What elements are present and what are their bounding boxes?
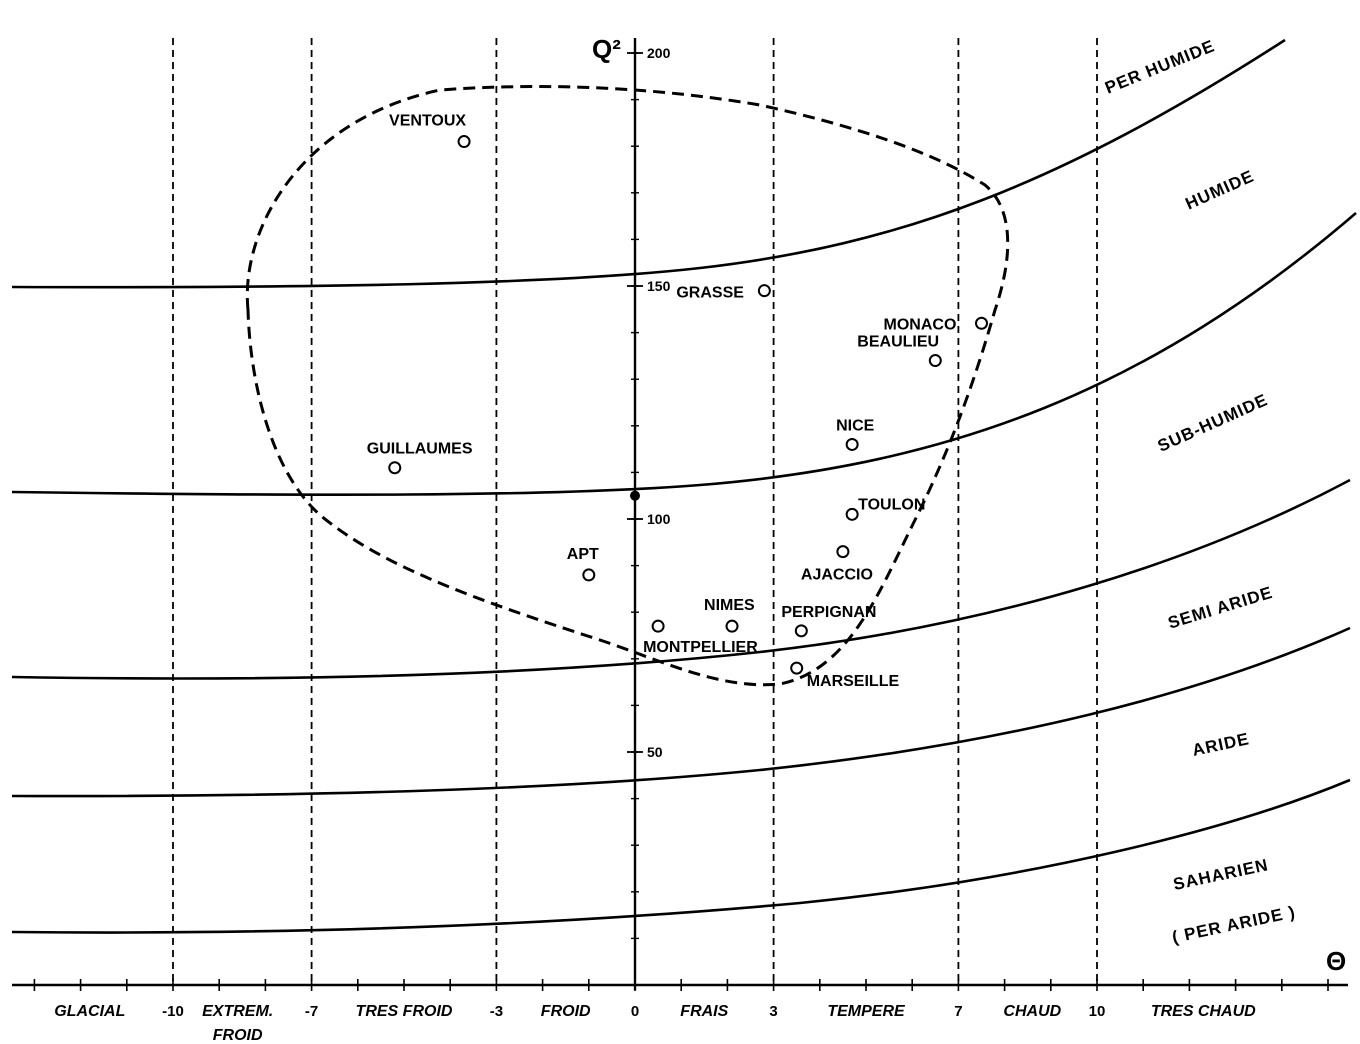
boundary-curve: [11, 478, 1351, 680]
station-point-guillaumes: [388, 461, 402, 475]
x-tick-label: 3: [769, 1003, 777, 1020]
axis-ticks: -10 -7 -3 0 3 7 10 50 100 150 200: [33, 45, 1329, 1020]
station-point-beaulieu: [928, 354, 942, 368]
station-label-nimes: NIMES: [704, 597, 755, 614]
station-label-nice: NICE: [836, 417, 875, 434]
thermal-zone-label: TEMPERE: [827, 1003, 906, 1020]
boundary-curve: [11, 38, 1286, 289]
station-point-nice: [845, 437, 859, 451]
zone-label: PER HUMIDE: [1102, 36, 1217, 97]
thermal-zone-label: FRAIS: [680, 1003, 728, 1020]
boundary-curve: [11, 212, 1357, 497]
y-tick-label: 50: [647, 744, 663, 760]
y-tick-label: 100: [647, 511, 671, 527]
zone-label: SUB-HUMIDE: [1155, 390, 1271, 456]
thermal-zone-label: TRES CHAUD: [1151, 1003, 1256, 1020]
mediterranean-envelope: [245, 85, 1010, 687]
station-point-ajaccio: [836, 545, 850, 559]
station-point-perpignan: [794, 624, 808, 638]
station-label-perpignan: PERPIGNAN: [781, 604, 876, 621]
boundary-curve: [11, 626, 1351, 798]
station-points: [388, 135, 988, 675]
thermal-zone-label: FROID: [541, 1003, 591, 1020]
thermal-zone-label-line2: FROID: [213, 1027, 263, 1044]
x-tick-label: 10: [1089, 1003, 1106, 1020]
y-tick-label: 200: [647, 45, 671, 61]
station-point-monaco: [975, 316, 988, 330]
origin-marker: [630, 490, 640, 501]
station-label-guillaumes: GUILLAUMES: [367, 441, 473, 458]
station-label-beaulieu: BEAULIEU: [857, 334, 939, 351]
station-point-montpellier: [651, 619, 665, 633]
zone-label: ( PER ARIDE ): [1170, 902, 1297, 947]
station-label-apt: APT: [567, 546, 599, 563]
station-point-ventoux: [457, 135, 471, 149]
x-tick-label: 7: [954, 1003, 962, 1020]
zone-label: SAHARIEN: [1172, 855, 1271, 894]
station-label-ajaccio: AJACCIO: [801, 567, 873, 584]
station-label-marseille: MARSEILLE: [807, 673, 900, 690]
station-point-grasse: [757, 284, 771, 298]
y-axis-label: Q²: [592, 34, 621, 64]
station-point-nimes: [725, 619, 739, 633]
thermal-zone-label: GLACIAL: [54, 1003, 125, 1020]
y-tick-label: 150: [647, 278, 671, 294]
zone-label: HUMIDE: [1183, 166, 1257, 213]
x-tick-label: 0: [631, 1003, 639, 1020]
station-label-toulon: TOULON: [858, 496, 925, 513]
thermal-zone-label: TRES FROID: [356, 1003, 453, 1020]
thermal-zone-label: CHAUD: [1003, 1003, 1061, 1020]
station-label-grasse: GRASSE: [676, 285, 744, 302]
station-label-ventoux: VENTOUX: [389, 113, 466, 130]
station-point-marseille: [790, 661, 804, 675]
x-tick-label: -3: [490, 1003, 503, 1020]
station-point-toulon: [845, 507, 859, 521]
axes: [12, 38, 1348, 990]
x-tick-label: -7: [305, 1003, 318, 1020]
station-label-montpellier: MONTPELLIER: [643, 639, 758, 656]
x-tick-label: -10: [162, 1003, 184, 1020]
zone-dividers: [172, 38, 1098, 985]
zone-label: SEMI ARIDE: [1166, 583, 1275, 633]
station-point-apt: [582, 568, 596, 582]
station-label-monaco: MONACO: [884, 316, 957, 333]
station-labels: VENTOUX MONACO GRASSE BEAULIEU NICE GUILLAUME…: [367, 113, 957, 691]
thermal-zone-label: EXTREM.: [202, 1003, 273, 1020]
x-axis-label: Θ: [1326, 946, 1346, 976]
boundary-curve: [11, 778, 1351, 934]
thermal-zone-labels: GLACIAL EXTREM. FROID TRES FROID FROID FRAIS T…: [54, 1003, 1256, 1044]
zone-label: ARIDE: [1191, 729, 1252, 760]
climate-boundary-curves: [11, 38, 1357, 934]
